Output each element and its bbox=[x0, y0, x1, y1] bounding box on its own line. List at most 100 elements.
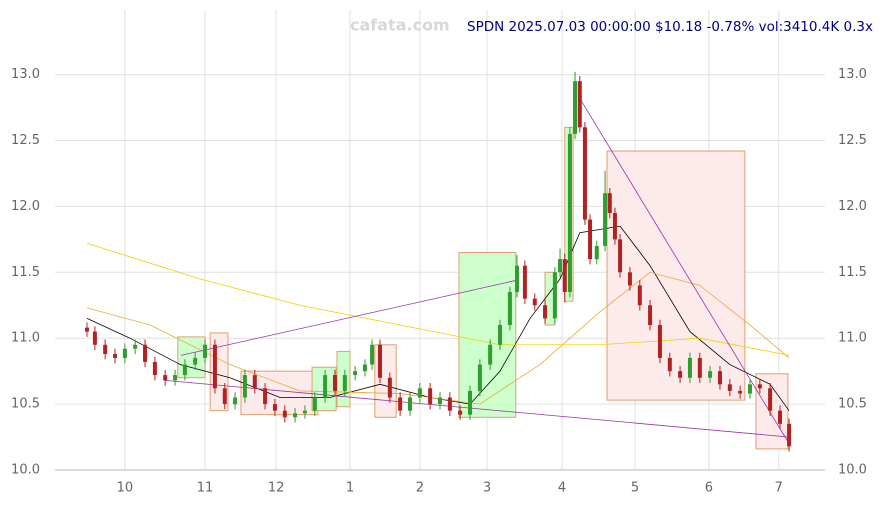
candle-body bbox=[627, 272, 632, 286]
x-tick-label: 1 bbox=[346, 481, 354, 496]
chart-title: SPDN 2025.07.03 00:00:00 $10.18 -0.78% v… bbox=[467, 19, 873, 35]
candle-body bbox=[342, 375, 347, 391]
x-tick-label: 12 bbox=[268, 481, 285, 496]
trend-line bbox=[180, 279, 518, 356]
moving-average bbox=[86, 225, 790, 411]
y-tick-label-right: 13.0 bbox=[838, 67, 867, 82]
x-tick-label: 4 bbox=[558, 481, 566, 496]
candle-body bbox=[113, 354, 118, 358]
candle-body bbox=[787, 423, 792, 447]
candle-body bbox=[122, 348, 127, 358]
zone-box bbox=[606, 150, 746, 401]
candle-body bbox=[552, 272, 557, 319]
candle-body bbox=[152, 361, 157, 376]
candle-body bbox=[657, 325, 662, 358]
y-tick-label-right: 11.0 bbox=[838, 331, 867, 346]
candle-body bbox=[738, 390, 743, 394]
y-tick-label-right: 12.0 bbox=[838, 199, 867, 214]
zone-box bbox=[458, 252, 517, 418]
candle-body bbox=[727, 384, 732, 391]
candle-body bbox=[143, 344, 148, 362]
y-tick-label: 10.5 bbox=[11, 397, 40, 412]
candle-body bbox=[377, 344, 382, 378]
x-tick-label: 10 bbox=[117, 481, 134, 496]
candle-body bbox=[370, 344, 375, 365]
candle-body bbox=[193, 357, 198, 365]
candle-body bbox=[522, 265, 527, 299]
candle-body bbox=[312, 397, 317, 411]
candle-body bbox=[332, 375, 337, 391]
candle-body bbox=[323, 375, 328, 398]
candle-body bbox=[603, 193, 608, 246]
candle-body bbox=[92, 331, 97, 345]
candle-body bbox=[438, 397, 442, 405]
candle-body bbox=[163, 375, 168, 381]
candle-body bbox=[293, 413, 298, 418]
candle-body bbox=[543, 305, 548, 319]
candle-body bbox=[618, 239, 623, 273]
trend-line bbox=[579, 98, 790, 444]
candle-body bbox=[398, 397, 403, 411]
y-tick-label: 12.0 bbox=[11, 199, 40, 214]
candle-body bbox=[768, 388, 773, 411]
candle-body bbox=[594, 245, 599, 260]
candle-body bbox=[708, 371, 713, 378]
x-tick-label: 2 bbox=[416, 481, 424, 496]
candle-body bbox=[678, 371, 683, 378]
candle-body bbox=[84, 327, 89, 332]
y-tick-label: 11.0 bbox=[11, 331, 40, 346]
y-tick-label: 10.0 bbox=[11, 463, 40, 478]
candle-body bbox=[103, 344, 108, 355]
candle-body bbox=[428, 388, 433, 405]
candle-body bbox=[648, 305, 653, 326]
candle-body bbox=[387, 377, 392, 398]
watermark: cafata.com bbox=[350, 16, 450, 35]
x-tick-label: 5 bbox=[631, 481, 639, 496]
candle-body bbox=[417, 388, 422, 398]
candle-body bbox=[515, 265, 519, 293]
candle-body bbox=[612, 212, 617, 240]
plot: 10.0 10.0 10.5 10.5 11.0 11.0 11.5 11.5 12.0 12.0… bbox=[11, 10, 867, 496]
zone-box bbox=[177, 336, 206, 379]
candle-body bbox=[477, 364, 482, 391]
candle-body bbox=[173, 375, 178, 381]
candle-body bbox=[507, 292, 512, 326]
y-tick-label: 12.5 bbox=[11, 133, 40, 148]
candle-body bbox=[203, 344, 208, 358]
x-tick-label: 11 bbox=[197, 481, 214, 496]
candle-body bbox=[717, 371, 722, 385]
candle-body bbox=[233, 397, 238, 405]
candle-body bbox=[558, 259, 563, 273]
x-tick-label: 6 bbox=[705, 481, 713, 496]
candle-body bbox=[637, 285, 642, 306]
y-tick-label-right: 12.5 bbox=[838, 133, 867, 148]
x-tick-label: 3 bbox=[483, 481, 491, 496]
candle-body bbox=[302, 410, 307, 414]
candle-body bbox=[272, 404, 277, 411]
candle-body bbox=[607, 193, 612, 213]
candle-body bbox=[133, 344, 138, 349]
candle-body bbox=[777, 410, 782, 424]
moving-average bbox=[86, 242, 790, 356]
candle-body bbox=[353, 371, 358, 376]
candle-body bbox=[582, 127, 587, 220]
y-tick-label-right: 11.5 bbox=[838, 265, 867, 280]
candle-body bbox=[532, 298, 537, 306]
candle-body bbox=[488, 344, 493, 365]
candle-body bbox=[562, 259, 567, 293]
y-tick-label: 13.0 bbox=[11, 67, 40, 82]
candle-body bbox=[577, 81, 582, 128]
candle-body bbox=[182, 364, 187, 376]
candle-body bbox=[567, 133, 572, 293]
candle-body bbox=[447, 397, 452, 411]
candle-body bbox=[242, 375, 247, 398]
candle-body bbox=[588, 219, 593, 260]
y-tick-label: 11.5 bbox=[11, 265, 40, 280]
candle-body bbox=[697, 357, 702, 378]
candle-body bbox=[757, 384, 762, 389]
candle-body bbox=[252, 375, 257, 389]
candle-body bbox=[212, 344, 217, 389]
candle-body bbox=[282, 410, 287, 418]
